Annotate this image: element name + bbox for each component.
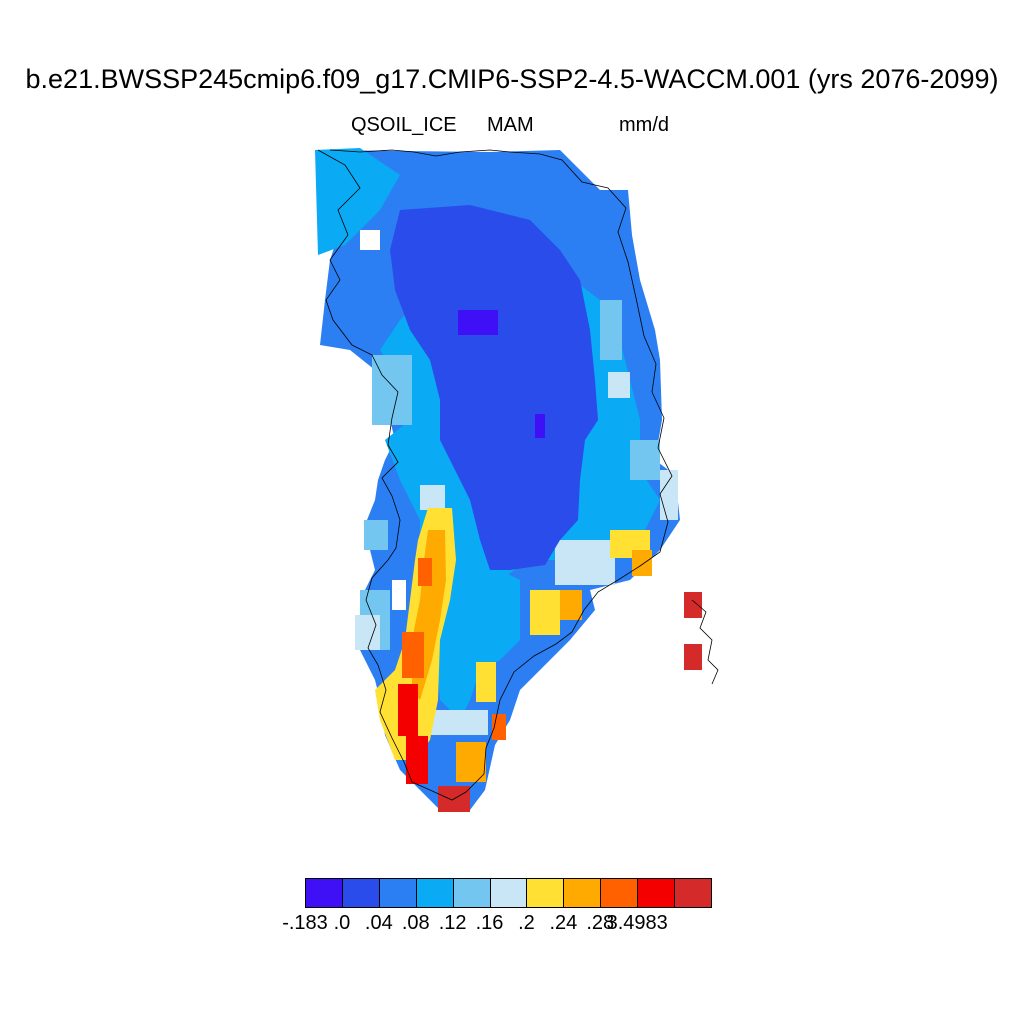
field-se-orange-3 xyxy=(456,742,486,782)
field-patch-lightblue-2 xyxy=(372,355,412,425)
colorbar-swatch xyxy=(489,878,528,908)
field-band-cyan xyxy=(315,148,400,255)
season-label: MAM xyxy=(487,114,534,136)
field-band-cyan-3 xyxy=(435,560,520,720)
colorbar-swatch xyxy=(526,878,565,908)
colorbar-tick-label: 3.4983 xyxy=(606,912,668,934)
iceland-patch-1 xyxy=(684,592,702,618)
colorbar-tick-label: .08 xyxy=(401,912,430,934)
colorbar-swatch xyxy=(600,878,639,908)
colorbar-swatch xyxy=(378,878,417,908)
field-gap-1 xyxy=(360,230,380,250)
colorbar-swatch xyxy=(452,878,491,908)
colorbar-tick-label: -.183 xyxy=(282,912,328,934)
field-patch-pale-5 xyxy=(660,470,678,520)
colorbar-swatch xyxy=(305,878,343,908)
field-se-orange-2 xyxy=(632,550,652,576)
field-se-yellow-1 xyxy=(530,590,560,635)
field-patch-lightblue-5 xyxy=(630,440,660,480)
field-patch-pale-3 xyxy=(355,615,380,650)
colorbar-tick-label: .16 xyxy=(475,912,504,934)
field-se-orange-1 xyxy=(560,590,582,620)
field-min-patch-2 xyxy=(535,414,545,438)
colorbar-tick-label: .04 xyxy=(364,912,393,934)
variable-label: QSOIL_ICE xyxy=(351,114,457,136)
field-patch-pale-4 xyxy=(428,710,488,735)
iceland-patch-2 xyxy=(684,644,702,670)
field-core xyxy=(390,205,598,570)
field-gap-2 xyxy=(392,580,406,610)
field-min-patch-1 xyxy=(458,310,498,335)
colorbar-swatch xyxy=(415,878,454,908)
colorbar-tick-label: .28 xyxy=(586,912,615,934)
field-patch-pale-2 xyxy=(555,540,615,585)
field-patch-lightblue-3 xyxy=(364,520,388,550)
field-red-patch-1 xyxy=(398,684,418,736)
colorbar-swatch xyxy=(341,878,380,908)
colorbar-tick-label: .2 xyxy=(518,912,535,934)
plot-title: b.e21.BWSSP245cmip6.f09_g17.CMIP6-SSP2-4… xyxy=(25,64,999,94)
field-orange-patch-2 xyxy=(418,558,432,586)
colorbar-swatch xyxy=(674,878,712,908)
colorbar-tick-label: .24 xyxy=(549,912,578,934)
field-patch-pale-1 xyxy=(608,372,630,398)
field-patch-pale-6 xyxy=(420,485,445,510)
coastline xyxy=(317,149,673,801)
units-label: mm/d xyxy=(619,114,669,136)
field-se-yellow-3 xyxy=(476,662,496,702)
field-red-patch-2 xyxy=(406,736,428,784)
colorbar-tick-label: .12 xyxy=(438,912,467,934)
colorbar-swatch xyxy=(637,878,676,908)
iceland-coastline xyxy=(691,599,719,685)
field-orange-patch-1 xyxy=(402,632,424,678)
colorbar-swatch xyxy=(563,878,602,908)
colorbar-tick-label: .0 xyxy=(333,912,351,934)
field-patch-lightblue-1 xyxy=(600,300,622,360)
